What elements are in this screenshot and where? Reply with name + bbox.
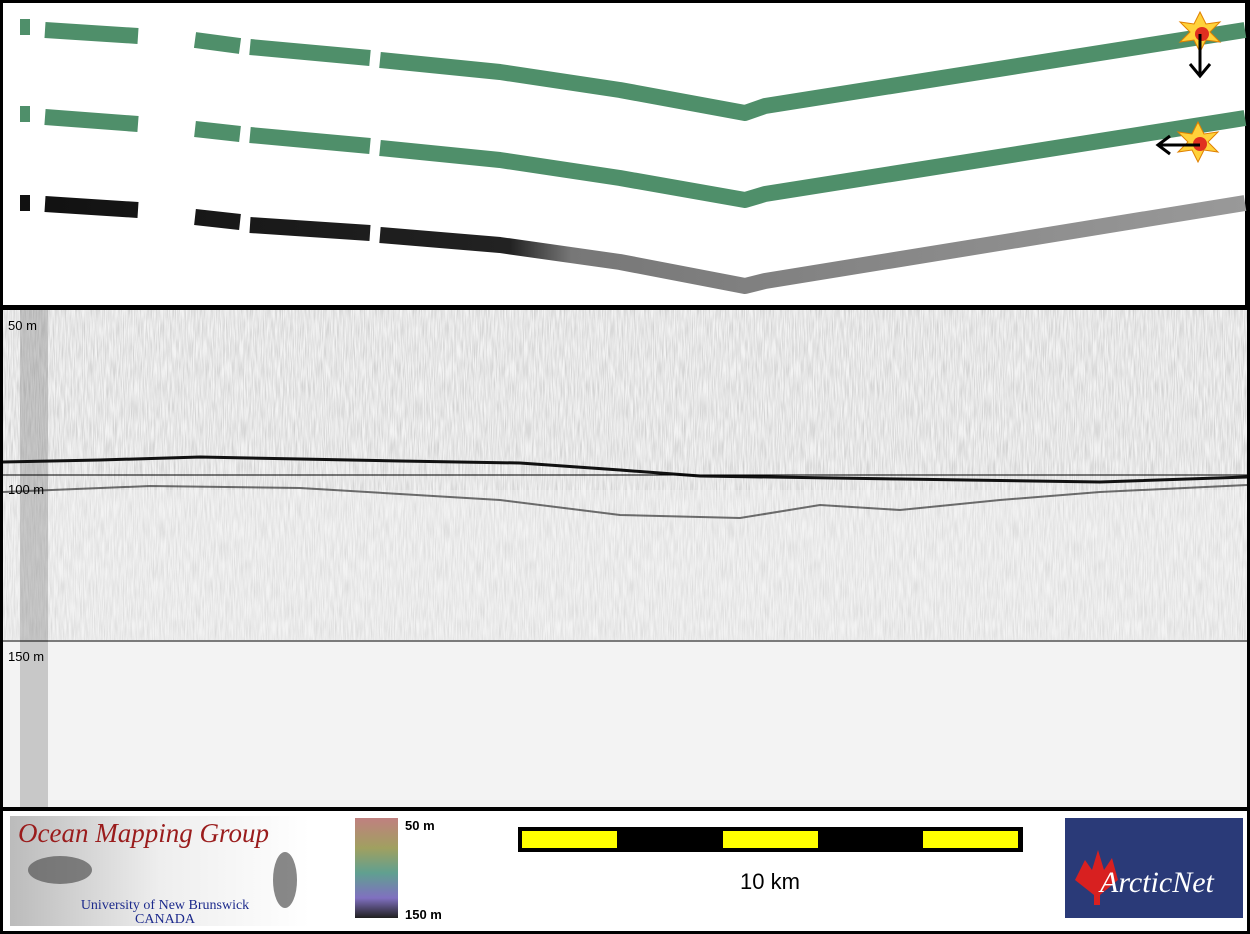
- arcticnet-text: ArcticNet: [1098, 866, 1215, 899]
- echogram-noise: [3, 310, 1247, 490]
- color-bar: [355, 818, 398, 918]
- scale-label: 10 km: [740, 869, 800, 894]
- swath: [20, 106, 1247, 208]
- swath: [20, 19, 1247, 121]
- logo-university: University of New Brunswick: [81, 898, 249, 913]
- logo-art: [28, 856, 92, 884]
- scale-bar-segment: [522, 831, 617, 848]
- logo-country: CANADA: [135, 912, 196, 927]
- swath: [20, 195, 1247, 294]
- scale-bar-segment: [723, 831, 818, 848]
- sun-icons: [1155, 10, 1222, 164]
- scale-bar-segment: [923, 831, 1018, 848]
- logo-art: [273, 852, 297, 908]
- depth-label: 100 m: [8, 482, 44, 497]
- color-scale-top: 50 m: [405, 818, 435, 833]
- maple-leaf: [1075, 850, 1118, 905]
- color-scale-bottom: 150 m: [405, 907, 442, 922]
- echogram-band: [20, 310, 48, 807]
- subbottom-reflector: [2, 484, 1248, 520]
- depth-label: 50 m: [8, 318, 37, 333]
- seafloor: [2, 455, 1248, 484]
- logo-title: Ocean Mapping Group: [18, 818, 269, 848]
- depth-label: 150 m: [8, 649, 44, 664]
- swaths: [20, 19, 1247, 294]
- echogram-noise: [3, 490, 1247, 640]
